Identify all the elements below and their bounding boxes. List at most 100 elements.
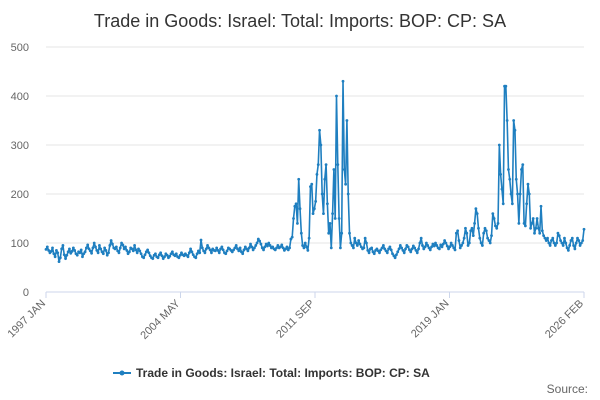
data-point[interactable]: [350, 244, 354, 247]
data-point[interactable]: [478, 236, 482, 240]
data-point[interactable]: [84, 246, 88, 250]
data-point[interactable]: [546, 236, 549, 240]
data-point[interactable]: [555, 241, 559, 245]
data-point[interactable]: [238, 246, 242, 250]
data-point[interactable]: [139, 252, 143, 256]
data-point[interactable]: [342, 168, 346, 171]
data-point[interactable]: [315, 173, 319, 176]
data-point[interactable]: [64, 257, 67, 261]
data-point[interactable]: [552, 241, 556, 245]
data-point[interactable]: [160, 254, 164, 258]
data-point[interactable]: [206, 244, 209, 247]
data-point[interactable]: [336, 163, 340, 167]
data-point[interactable]: [298, 207, 302, 211]
data-point[interactable]: [424, 241, 428, 245]
data-point[interactable]: [114, 245, 118, 249]
data-point[interactable]: [482, 231, 486, 235]
data-point[interactable]: [109, 239, 113, 242]
data-point[interactable]: [514, 177, 518, 181]
data-point[interactable]: [253, 246, 256, 250]
data-point[interactable]: [458, 246, 462, 250]
data-point[interactable]: [138, 249, 142, 253]
data-point[interactable]: [45, 245, 49, 249]
data-point[interactable]: [537, 226, 540, 230]
data-point[interactable]: [378, 251, 381, 255]
data-point[interactable]: [199, 238, 203, 242]
data-point[interactable]: [453, 248, 457, 252]
data-point[interactable]: [345, 119, 349, 122]
data-point[interactable]: [195, 252, 199, 256]
data-point[interactable]: [275, 246, 278, 250]
data-point[interactable]: [55, 248, 58, 252]
data-point[interactable]: [86, 243, 90, 247]
data-point[interactable]: [553, 244, 557, 247]
data-point[interactable]: [544, 239, 548, 242]
data-point[interactable]: [58, 256, 62, 260]
data-point[interactable]: [461, 241, 465, 245]
data-point[interactable]: [204, 247, 208, 251]
data-point[interactable]: [316, 163, 320, 167]
data-point[interactable]: [572, 244, 575, 247]
data-point[interactable]: [509, 192, 513, 196]
data-point[interactable]: [318, 128, 321, 132]
data-point[interactable]: [348, 231, 351, 235]
data-point[interactable]: [220, 245, 224, 249]
data-point[interactable]: [95, 248, 99, 252]
data-point[interactable]: [505, 119, 509, 122]
data-point[interactable]: [423, 245, 427, 249]
data-point[interactable]: [133, 244, 136, 247]
data-point[interactable]: [177, 256, 181, 260]
data-point[interactable]: [163, 255, 166, 259]
data-point[interactable]: [168, 254, 172, 258]
data-point[interactable]: [577, 239, 581, 242]
data-point[interactable]: [492, 217, 496, 220]
data-point[interactable]: [529, 226, 532, 230]
data-point[interactable]: [224, 252, 228, 256]
data-point[interactable]: [410, 247, 414, 251]
data-point[interactable]: [79, 248, 83, 252]
data-point[interactable]: [96, 251, 100, 255]
data-point[interactable]: [518, 192, 522, 196]
data-point[interactable]: [435, 244, 439, 247]
data-point[interactable]: [105, 253, 109, 257]
data-point[interactable]: [512, 119, 516, 122]
data-point[interactable]: [538, 231, 542, 235]
data-point[interactable]: [419, 236, 423, 240]
data-point[interactable]: [262, 248, 265, 252]
data-point[interactable]: [91, 246, 95, 250]
data-point[interactable]: [297, 177, 301, 181]
data-point[interactable]: [454, 231, 458, 235]
data-point[interactable]: [570, 236, 574, 240]
data-point[interactable]: [170, 250, 174, 254]
data-point[interactable]: [314, 199, 318, 203]
data-point[interactable]: [280, 243, 284, 247]
data-point[interactable]: [539, 204, 543, 208]
data-point[interactable]: [147, 251, 151, 255]
data-point[interactable]: [198, 251, 202, 255]
data-point[interactable]: [111, 242, 114, 246]
data-point[interactable]: [355, 244, 359, 247]
data-point[interactable]: [444, 241, 448, 245]
data-point[interactable]: [563, 236, 566, 240]
data-point[interactable]: [522, 222, 526, 225]
data-point[interactable]: [337, 217, 341, 220]
data-point[interactable]: [290, 235, 294, 239]
data-point[interactable]: [324, 163, 328, 167]
data-point[interactable]: [331, 212, 334, 216]
data-point[interactable]: [142, 256, 146, 260]
data-point[interactable]: [190, 250, 194, 254]
data-point[interactable]: [578, 244, 582, 247]
data-point[interactable]: [487, 239, 491, 242]
data-point[interactable]: [154, 252, 157, 256]
data-point[interactable]: [200, 246, 204, 250]
data-point[interactable]: [426, 244, 430, 247]
data-point[interactable]: [523, 224, 527, 228]
data-point[interactable]: [165, 253, 169, 257]
data-point[interactable]: [117, 251, 121, 255]
data-point[interactable]: [393, 256, 397, 260]
data-point[interactable]: [566, 248, 570, 252]
data-point[interactable]: [470, 226, 474, 230]
data-point[interactable]: [216, 248, 220, 252]
data-point[interactable]: [293, 204, 297, 208]
data-point[interactable]: [517, 222, 521, 225]
